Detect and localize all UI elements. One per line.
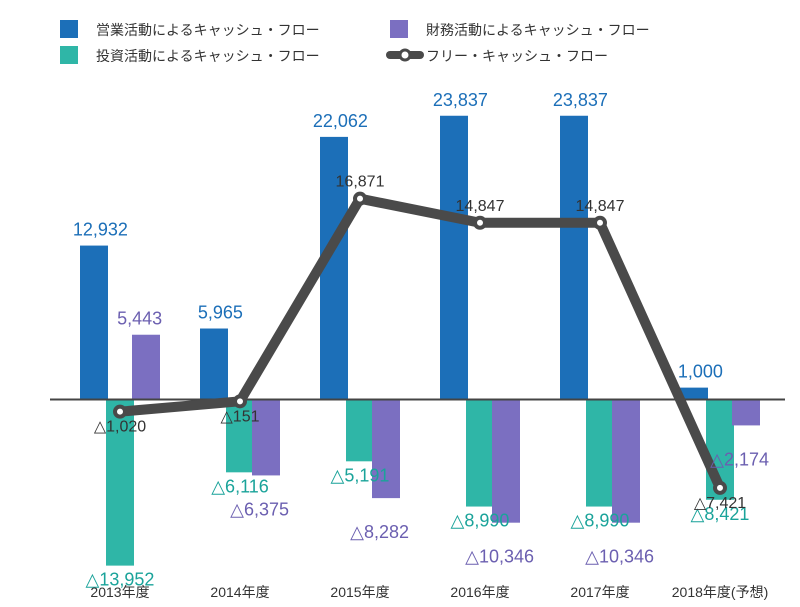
label-operating: 22,062 <box>313 111 368 131</box>
x-axis-label: 2015年度 <box>330 584 389 600</box>
label-fcf: 14,847 <box>456 198 505 215</box>
label-investing: △6,116 <box>211 476 269 496</box>
label-fcf: 14,847 <box>576 198 625 215</box>
bar-financing <box>732 400 760 426</box>
label-fcf: 16,871 <box>336 174 385 191</box>
label-financing: △2,174 <box>710 449 769 469</box>
label-financing: △8,282 <box>350 522 409 542</box>
x-axis-label: 2017年度 <box>570 584 629 600</box>
label-fcf: △1,020 <box>94 419 146 436</box>
fcf-marker <box>115 407 125 417</box>
legend-item-a: 営業活動によるキャッシュ・フロー <box>60 20 320 38</box>
bar-investing <box>466 400 494 507</box>
legend-label: 投資活動によるキャッシュ・フロー <box>96 48 320 64</box>
bar-financing <box>132 335 160 400</box>
cashflow-chart: 営業活動によるキャッシュ・フロー 財務活動によるキャッシュ・フロー投資活動によるキ… <box>0 0 800 607</box>
label-fcf: △7,421 <box>694 495 746 512</box>
label-fcf: △151 <box>221 408 260 425</box>
legend-label: フリー・キャッシュ・フロー <box>426 48 608 64</box>
x-axis-label: 2013年度 <box>90 584 149 600</box>
label-financing: △6,375 <box>230 499 289 519</box>
x-axis-label: 2018年度(予想) <box>672 584 768 600</box>
label-financing: △10,346 <box>465 547 534 567</box>
bar-financing <box>612 400 640 523</box>
x-axis-label: 2014年度 <box>210 584 269 600</box>
legend-item-line: フリー・キャッシュ・フロー <box>390 48 608 64</box>
legend-item-c: 財務活動によるキャッシュ・フロー <box>390 20 650 38</box>
bar-operating <box>440 116 468 400</box>
legend-label: 営業活動によるキャッシュ・フロー <box>96 22 320 38</box>
label-operating: 1,000 <box>678 362 723 382</box>
label-investing: △8,990 <box>571 511 630 531</box>
legend-item-b: 投資活動によるキャッシュ・フロー <box>60 46 320 64</box>
label-operating: 23,837 <box>433 90 488 110</box>
legend-label: 財務活動によるキャッシュ・フロー <box>426 22 650 38</box>
bar-operating <box>560 116 588 400</box>
bar-financing <box>492 400 520 523</box>
bar-investing <box>346 400 374 462</box>
label-operating: 23,837 <box>553 90 608 110</box>
label-investing: △8,990 <box>451 511 510 531</box>
label-financing: 5,443 <box>117 309 162 329</box>
fcf-marker <box>475 218 485 228</box>
label-operating: 12,932 <box>73 220 128 240</box>
fcf-marker <box>235 396 245 406</box>
bar-operating <box>80 246 108 400</box>
fcf-marker <box>595 218 605 228</box>
fcf-marker <box>355 194 365 204</box>
label-investing: △5,191 <box>331 465 390 485</box>
label-financing: △10,346 <box>585 547 654 567</box>
legend: 営業活動によるキャッシュ・フロー 財務活動によるキャッシュ・フロー投資活動によるキ… <box>60 20 650 64</box>
bar-investing <box>586 400 614 507</box>
bar-operating <box>200 329 228 400</box>
label-operating: 5,965 <box>198 303 243 323</box>
x-axis-label: 2016年度 <box>450 584 509 600</box>
fcf-marker <box>715 483 725 493</box>
